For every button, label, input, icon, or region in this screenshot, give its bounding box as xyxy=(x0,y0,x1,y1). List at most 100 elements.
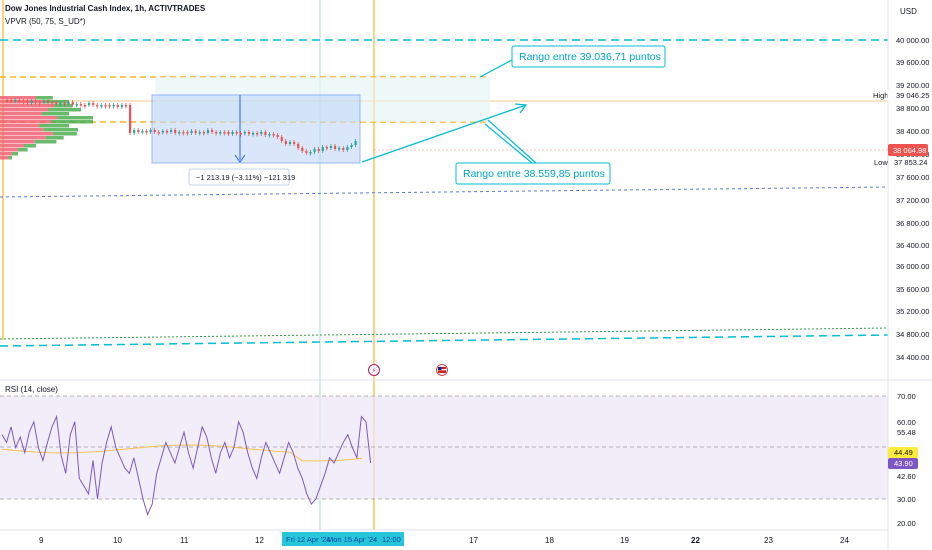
candle-body xyxy=(75,104,78,106)
candle-body xyxy=(293,142,296,144)
candle-body xyxy=(211,130,214,132)
time-tick: 12 xyxy=(255,536,264,545)
time-axis[interactable]: 9 10 11 12 17 18 19 22 23 24 xyxy=(39,536,849,545)
rsi-line xyxy=(1,414,372,516)
candle-body xyxy=(174,130,177,133)
low-label: Low xyxy=(874,158,888,167)
candles xyxy=(6,98,357,156)
candle-body xyxy=(67,102,70,104)
rsi-title[interactable]: RSI (14, close) xyxy=(5,385,58,394)
vp-bar-down xyxy=(0,132,53,136)
candle-body xyxy=(239,133,242,135)
high-value-tag xyxy=(887,89,932,102)
candle-body xyxy=(231,132,234,134)
vp-bar-up xyxy=(18,148,28,152)
chart-title[interactable]: Dow Jones Industrial Cash Index, 1h, ACT… xyxy=(5,4,206,13)
candle-body xyxy=(92,103,95,105)
vp-bar-down xyxy=(0,108,48,112)
candle-body xyxy=(194,131,197,133)
candle-body xyxy=(284,141,287,144)
candle-body xyxy=(14,100,17,102)
flash-icon: ⚡ xyxy=(372,367,377,375)
candle-body xyxy=(104,105,107,107)
candle-body xyxy=(305,151,308,153)
candle-body xyxy=(51,102,54,104)
candle-body xyxy=(309,152,312,154)
candle-body xyxy=(47,101,50,103)
candle-body xyxy=(219,132,222,134)
candle-body xyxy=(297,144,300,148)
candle-body xyxy=(83,105,87,107)
rsi-tick: 30.00 xyxy=(897,495,916,504)
candle-body xyxy=(178,132,181,134)
time-tick: 22 xyxy=(691,536,700,545)
vp-bar-down xyxy=(0,96,36,100)
candle-body xyxy=(79,104,82,106)
candle-body xyxy=(165,131,169,133)
trend-line-upper[interactable] xyxy=(361,104,527,163)
candle-body xyxy=(235,132,238,134)
price-axis[interactable]: 40 000.00 39 600.00 39 200.00 38 800.00 38 4… xyxy=(896,36,929,362)
candle-body xyxy=(260,132,263,134)
price-tick: 36 400.00 xyxy=(896,241,929,250)
candle-body xyxy=(34,101,37,103)
vp-bar-down xyxy=(0,152,12,156)
rsi-value: 43.90 xyxy=(894,459,913,468)
event-icon-flash[interactable] xyxy=(368,364,380,376)
vp-bar-down xyxy=(0,148,18,152)
price-tick: 34 400.00 xyxy=(896,353,929,362)
candle-body xyxy=(223,132,226,134)
time-tick: 10 xyxy=(113,536,122,545)
level-line-37300 xyxy=(0,186,889,198)
callout-box-lower[interactable] xyxy=(455,162,611,185)
candle-body xyxy=(145,131,148,133)
candle-body xyxy=(63,103,66,105)
price-tick: 39 600.00 xyxy=(896,58,929,67)
price-tick: 37 200.00 xyxy=(896,196,929,205)
rsi-tick: 55.48 xyxy=(897,428,916,437)
vp-bar-down xyxy=(0,136,46,140)
last-price: 38 064.98 xyxy=(893,146,926,155)
candle-body xyxy=(280,137,283,141)
candle-body xyxy=(350,145,353,147)
volume-profile xyxy=(0,96,93,160)
high-label: High xyxy=(873,91,888,100)
price-tick: 36 000.00 xyxy=(896,262,929,271)
candle-body xyxy=(38,102,41,104)
candle-body xyxy=(215,132,218,134)
vp-bar-down xyxy=(0,112,42,116)
candle-body xyxy=(100,105,103,107)
candle-body xyxy=(334,146,337,149)
vp-bar-up xyxy=(42,112,69,116)
candle-body xyxy=(317,149,320,151)
callout-line-lower-1 xyxy=(484,123,533,164)
candle-body xyxy=(112,105,115,107)
candle-body xyxy=(120,105,123,107)
callout-box-upper[interactable] xyxy=(511,45,666,68)
rsi-tick: 20.00 xyxy=(897,519,916,528)
candle-body xyxy=(329,146,333,148)
candle-body xyxy=(264,132,267,135)
candle-body xyxy=(227,132,230,134)
measure-box[interactable] xyxy=(151,94,361,164)
candle-body xyxy=(276,135,279,137)
low-value: 37 853.24 xyxy=(894,158,927,167)
candle-body xyxy=(313,149,316,152)
indicator-vpvr-label[interactable]: VPVR (50, 75, S_UD*) xyxy=(5,17,86,26)
time-tick: 17 xyxy=(469,536,478,545)
vp-bar-up xyxy=(52,132,77,136)
candle-body xyxy=(124,105,128,107)
rsi-tick: 70.00 xyxy=(897,392,916,401)
candle-body xyxy=(198,132,201,134)
vp-bar-down xyxy=(0,144,24,148)
candle-body xyxy=(161,131,164,133)
measure-arrow-head xyxy=(234,154,246,163)
price-tick: 34 800.00 xyxy=(896,330,929,339)
candle-body xyxy=(116,105,119,107)
price-tick: 38 400.00 xyxy=(896,127,929,136)
currency-label[interactable]: USD xyxy=(900,7,917,16)
candle-body xyxy=(108,105,111,107)
candle-body xyxy=(325,147,328,149)
